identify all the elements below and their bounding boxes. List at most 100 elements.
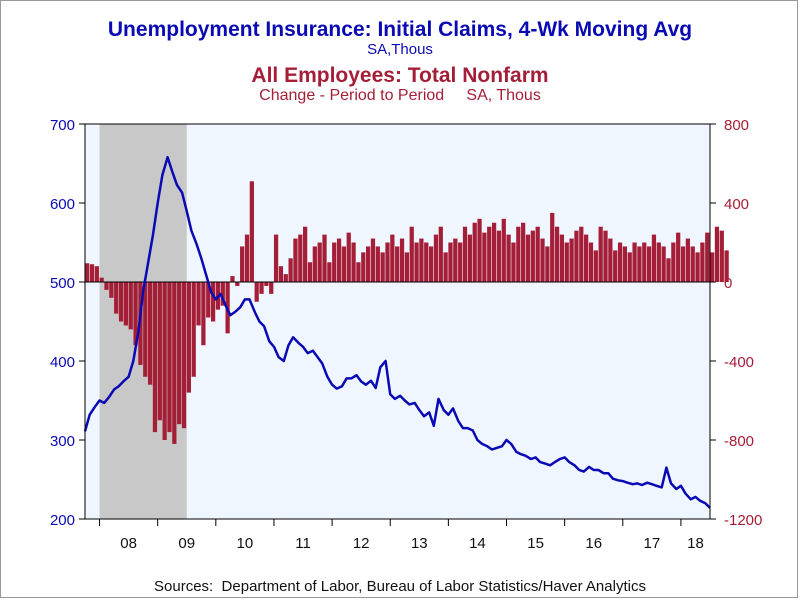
payrolls-bar — [283, 274, 288, 282]
right-axis-tick-label: 400 — [724, 196, 749, 213]
payrolls-bar — [714, 226, 720, 282]
payrolls-bar — [244, 234, 250, 282]
payrolls-bar — [622, 246, 628, 282]
payrolls-bar — [356, 262, 361, 282]
payrolls-bar — [477, 218, 482, 282]
payrolls-bar — [525, 234, 531, 282]
payrolls-bar — [637, 246, 642, 282]
right-axis-tick-label: 0 — [724, 275, 732, 292]
x-axis-tick-label: 08 — [120, 535, 137, 552]
payrolls-bar — [269, 282, 274, 294]
payrolls-bar — [680, 246, 686, 282]
payrolls-bar — [152, 282, 158, 433]
payrolls-bar — [273, 234, 279, 282]
payrolls-bar — [443, 252, 448, 282]
right-axis-tick-label: -1200 — [724, 512, 762, 529]
payrolls-bar — [118, 282, 124, 322]
payrolls-bar — [201, 282, 206, 346]
payrolls-bar — [303, 226, 308, 282]
payrolls-bar — [574, 230, 579, 282]
payrolls-bar — [298, 234, 303, 282]
payrolls-bar — [603, 230, 608, 282]
payrolls-bar — [646, 246, 652, 282]
payrolls-bar — [85, 263, 90, 282]
payrolls-bar — [608, 238, 613, 282]
left-axis-tick-label: 200 — [50, 512, 75, 529]
payrolls-bar — [656, 242, 661, 282]
payrolls-bar — [617, 242, 623, 282]
payrolls-bar — [579, 226, 584, 282]
payrolls-bar — [99, 277, 104, 282]
payrolls-bar — [288, 258, 293, 282]
payrolls-bar — [559, 234, 565, 282]
payrolls-bar — [724, 250, 729, 282]
payrolls-bar — [191, 282, 196, 377]
payrolls-bar — [249, 181, 254, 282]
payrolls-bar — [482, 232, 487, 282]
payrolls-bar — [535, 226, 540, 282]
x-axis-tick-label: 10 — [237, 535, 254, 552]
payrolls-bar — [613, 250, 618, 282]
payrolls-bar — [293, 238, 298, 282]
payrolls-bar — [123, 282, 129, 326]
payrolls-bar — [186, 282, 191, 393]
payrolls-bar — [390, 234, 395, 282]
payrolls-bar — [177, 282, 182, 425]
payrolls-bar — [317, 242, 322, 282]
payrolls-bar — [172, 282, 177, 444]
x-axis-tick-label: 13 — [411, 535, 428, 552]
payrolls-bar — [409, 226, 414, 282]
payrolls-bar — [462, 226, 468, 282]
payrolls-bar — [341, 246, 347, 282]
payrolls-bar — [690, 246, 695, 282]
payrolls-bar — [550, 212, 555, 282]
payrolls-bar — [312, 246, 317, 282]
payrolls-bar — [438, 226, 443, 282]
payrolls-bar — [598, 226, 603, 282]
left-axis-tick-label: 500 — [50, 275, 75, 292]
payrolls-bar — [157, 282, 162, 421]
x-axis-tick-label: 15 — [527, 535, 544, 552]
payrolls-bar — [399, 238, 405, 282]
chart-subtitle-claims: SA,Thous — [367, 41, 433, 58]
payrolls-bar — [705, 232, 710, 282]
chart-title-payrolls: All Employees: Total Nonfarm — [251, 64, 549, 87]
payrolls-bar — [642, 242, 647, 282]
payrolls-bar — [511, 242, 516, 282]
payrolls-bar — [220, 282, 225, 306]
payrolls-bar — [448, 242, 453, 282]
payrolls-bar — [278, 266, 284, 282]
payrolls-bar — [264, 282, 269, 286]
right-axis-tick-label: -800 — [724, 433, 754, 450]
payrolls-bar — [336, 238, 342, 282]
claims-line — [83, 155, 711, 509]
payrolls-bar — [240, 246, 245, 282]
payrolls-bar — [593, 250, 598, 282]
payrolls-bar — [89, 264, 95, 282]
payrolls-bar — [554, 226, 560, 282]
payrolls-bar — [487, 226, 492, 282]
payrolls-bar — [564, 242, 569, 282]
payrolls-bar — [128, 282, 133, 330]
payrolls-bar — [584, 234, 589, 282]
payrolls-bar — [259, 282, 264, 294]
payrolls-bar — [167, 282, 172, 433]
payrolls-bar — [332, 242, 337, 282]
payrolls-bar — [94, 266, 99, 282]
payrolls-bar — [651, 234, 657, 282]
payrolls-bar — [351, 242, 356, 282]
payrolls-bar — [472, 222, 477, 282]
payrolls-bar — [530, 230, 535, 282]
payrolls-bar — [196, 282, 201, 326]
payrolls-bar — [361, 252, 366, 282]
chart-subtitle-payrolls: Change - Period to Period SA, Thous — [259, 87, 541, 104]
payrolls-bar — [458, 242, 463, 282]
payrolls-bar — [307, 262, 313, 282]
payrolls-bar — [395, 246, 400, 282]
payrolls-bar — [491, 222, 497, 282]
right-axis-tick-label: -400 — [724, 354, 754, 371]
left-axis-tick-label: 300 — [50, 433, 75, 450]
x-axis-tick-label: 17 — [644, 535, 661, 552]
